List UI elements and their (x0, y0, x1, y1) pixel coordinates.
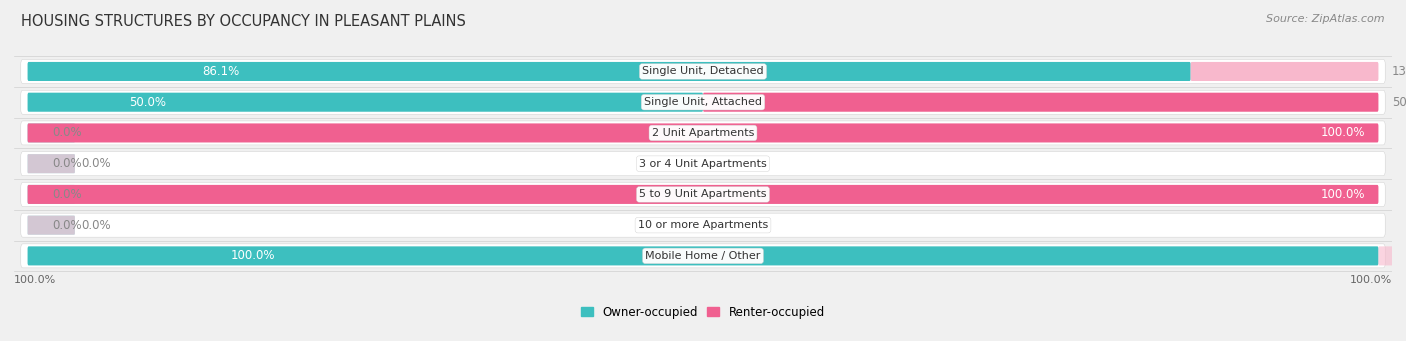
FancyBboxPatch shape (28, 185, 75, 204)
Text: 100.0%: 100.0% (14, 275, 56, 285)
FancyBboxPatch shape (28, 123, 75, 143)
FancyBboxPatch shape (28, 185, 1378, 204)
Text: 5 to 9 Unit Apartments: 5 to 9 Unit Apartments (640, 189, 766, 199)
FancyBboxPatch shape (21, 121, 1385, 145)
Text: 0.0%: 0.0% (52, 157, 82, 170)
Text: 50.0%: 50.0% (129, 96, 166, 109)
FancyBboxPatch shape (21, 182, 1385, 206)
Text: 2 Unit Apartments: 2 Unit Apartments (652, 128, 754, 138)
FancyBboxPatch shape (28, 62, 1191, 81)
FancyBboxPatch shape (28, 216, 75, 235)
Text: Mobile Home / Other: Mobile Home / Other (645, 251, 761, 261)
FancyBboxPatch shape (28, 216, 75, 235)
Text: 100.0%: 100.0% (1320, 127, 1365, 139)
Text: 0.0%: 0.0% (52, 219, 82, 232)
Text: 10 or more Apartments: 10 or more Apartments (638, 220, 768, 230)
FancyBboxPatch shape (21, 90, 1385, 114)
Text: 100.0%: 100.0% (1350, 275, 1392, 285)
Text: 86.1%: 86.1% (202, 65, 239, 78)
Text: 0.0%: 0.0% (82, 157, 111, 170)
Text: Single Unit, Attached: Single Unit, Attached (644, 97, 762, 107)
Text: 3 or 4 Unit Apartments: 3 or 4 Unit Apartments (640, 159, 766, 169)
FancyBboxPatch shape (703, 93, 1378, 112)
Text: 50.0%: 50.0% (1392, 96, 1406, 109)
FancyBboxPatch shape (28, 93, 703, 112)
Text: Single Unit, Detached: Single Unit, Detached (643, 66, 763, 76)
FancyBboxPatch shape (28, 246, 1378, 265)
Text: Source: ZipAtlas.com: Source: ZipAtlas.com (1267, 14, 1385, 24)
FancyBboxPatch shape (21, 213, 1385, 237)
FancyBboxPatch shape (21, 244, 1385, 268)
Text: HOUSING STRUCTURES BY OCCUPANCY IN PLEASANT PLAINS: HOUSING STRUCTURES BY OCCUPANCY IN PLEAS… (21, 14, 465, 29)
Text: 0.0%: 0.0% (52, 127, 82, 139)
FancyBboxPatch shape (21, 59, 1385, 84)
Text: 0.0%: 0.0% (82, 219, 111, 232)
Text: 13.9%: 13.9% (1392, 65, 1406, 78)
FancyBboxPatch shape (28, 123, 1378, 143)
FancyBboxPatch shape (28, 154, 75, 173)
Text: 100.0%: 100.0% (231, 249, 274, 262)
FancyBboxPatch shape (21, 152, 1385, 176)
FancyBboxPatch shape (1378, 246, 1406, 265)
Legend: Owner-occupied, Renter-occupied: Owner-occupied, Renter-occupied (576, 301, 830, 324)
Text: 0.0%: 0.0% (52, 188, 82, 201)
FancyBboxPatch shape (28, 154, 75, 173)
FancyBboxPatch shape (1191, 62, 1378, 81)
Text: 100.0%: 100.0% (1320, 188, 1365, 201)
